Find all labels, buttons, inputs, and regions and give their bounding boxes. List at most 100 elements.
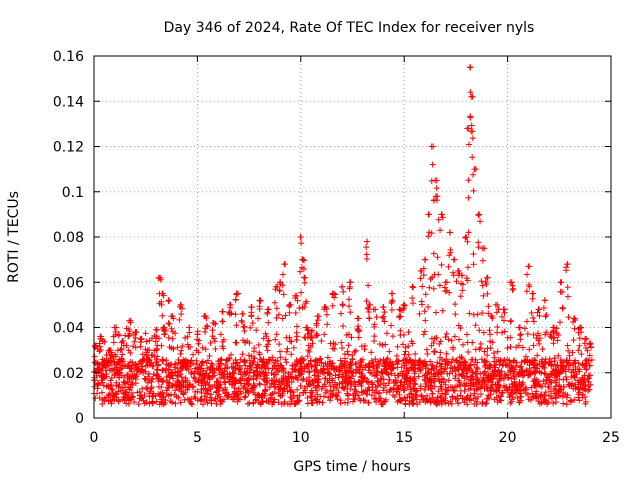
data-point: [195, 340, 202, 347]
data-point: [551, 334, 558, 341]
data-point: [232, 311, 239, 318]
data-point: [132, 334, 139, 341]
data-point: [126, 317, 133, 324]
data-point: [576, 397, 583, 404]
data-point: [575, 347, 582, 354]
data-point: [118, 356, 125, 363]
data-point: [469, 135, 476, 142]
data-point: [517, 331, 524, 338]
data-point: [159, 367, 166, 374]
data-point: [299, 304, 306, 311]
data-point: [96, 394, 103, 401]
data-point: [371, 372, 378, 379]
data-point: [212, 320, 219, 327]
data-point: [467, 397, 474, 404]
data-point: [348, 334, 355, 341]
data-point: [420, 331, 427, 338]
data-point: [288, 351, 295, 358]
data-point: [397, 379, 404, 386]
data-point: [155, 375, 162, 382]
data-point: [433, 363, 440, 370]
data-point: [579, 391, 586, 398]
data-point: [208, 391, 215, 398]
data-point: [525, 281, 532, 288]
data-point: [166, 320, 173, 327]
data-point: [271, 384, 278, 391]
data-point: [251, 345, 258, 352]
data-point: [383, 356, 390, 363]
data-point: [361, 374, 368, 381]
data-point: [232, 296, 239, 303]
data-point: [149, 352, 156, 359]
data-point: [582, 345, 589, 352]
data-point: [447, 246, 454, 253]
data-point: [477, 218, 484, 225]
data-point: [313, 320, 320, 327]
data-point: [562, 373, 569, 380]
data-point: [545, 399, 552, 406]
data-point: [415, 359, 422, 366]
data-point: [426, 284, 433, 291]
data-point: [524, 330, 531, 337]
y-tick-label: 0.12: [53, 140, 84, 156]
data-point: [255, 361, 262, 368]
data-point: [194, 361, 201, 368]
data-point: [355, 334, 362, 341]
data-point: [410, 284, 417, 291]
x-tick-label: 15: [395, 430, 413, 446]
data-point: [186, 324, 193, 331]
data-point: [96, 340, 103, 347]
data-point: [404, 374, 411, 381]
data-point: [417, 367, 424, 374]
data-point: [368, 349, 375, 356]
data-point: [308, 399, 315, 406]
data-point: [415, 373, 422, 380]
data-point: [472, 395, 479, 402]
data-point: [353, 388, 360, 395]
data-point: [498, 313, 505, 320]
data-point: [346, 303, 353, 310]
y-tick-label: 0.08: [53, 230, 84, 246]
data-point: [568, 369, 575, 376]
data-point: [242, 389, 249, 396]
data-point: [421, 256, 428, 263]
data-point: [553, 390, 560, 397]
y-axis-ticks: 0 0.02 0.04 0.06 0.08 0.1 0.12 0.14 0.16: [53, 49, 611, 427]
data-point: [280, 386, 287, 393]
data-point: [541, 297, 548, 304]
data-point: [338, 339, 345, 346]
data-point: [583, 362, 590, 369]
data-point: [137, 392, 144, 399]
data-point: [491, 396, 498, 403]
data-point: [153, 326, 160, 333]
data-point: [115, 369, 122, 376]
data-point: [535, 332, 542, 339]
data-point: [301, 257, 308, 264]
data-point: [148, 384, 155, 391]
data-point: [582, 357, 589, 364]
data-point: [449, 393, 456, 400]
data-point: [465, 365, 472, 372]
data-point: [377, 375, 384, 382]
x-axis-ticks: 0 5 10 15 20 25: [90, 56, 620, 446]
data-point: [529, 290, 536, 297]
data-point: [127, 381, 134, 388]
data-point: [380, 304, 387, 311]
data-point: [366, 301, 373, 308]
data-point: [421, 328, 428, 335]
data-point: [127, 373, 134, 380]
data-point: [507, 343, 514, 350]
data-point: [451, 333, 458, 340]
data-point: [465, 141, 472, 148]
data-point: [543, 329, 550, 336]
data-point: [463, 275, 470, 282]
data-point: [508, 317, 515, 324]
data-point: [402, 348, 409, 355]
data-point: [564, 342, 571, 349]
data-point: [513, 386, 520, 393]
data-point: [95, 380, 102, 387]
data-point: [511, 375, 518, 382]
data-point: [543, 311, 550, 318]
data-point: [465, 376, 472, 383]
data-point: [454, 267, 461, 274]
